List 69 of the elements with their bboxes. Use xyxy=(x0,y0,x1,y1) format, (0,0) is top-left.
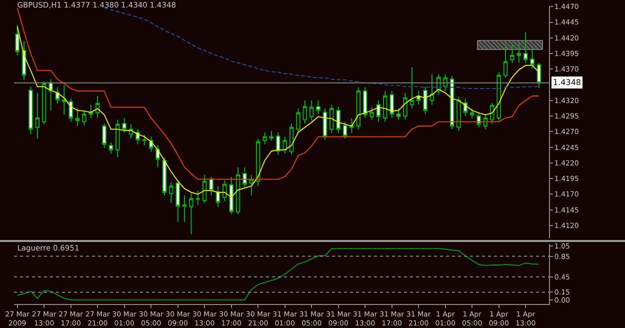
candlestick xyxy=(209,176,214,196)
candlestick xyxy=(156,144,160,168)
candlestick xyxy=(75,108,80,127)
candlestick xyxy=(470,108,474,118)
candlestick xyxy=(276,132,280,156)
line-series xyxy=(16,7,540,180)
candlestick xyxy=(122,117,126,134)
candlestick xyxy=(356,86,361,130)
candlestick xyxy=(503,44,508,78)
candlestick xyxy=(222,180,227,202)
candlestick xyxy=(282,136,287,154)
candlestick xyxy=(196,190,200,206)
candlestick xyxy=(216,186,220,208)
candlestick xyxy=(82,110,86,126)
candlestick xyxy=(490,102,494,124)
candlestick xyxy=(262,132,267,145)
candlestick xyxy=(516,42,522,64)
candlestick xyxy=(476,112,481,128)
candlestick xyxy=(336,106,340,134)
candlestick xyxy=(309,100,314,121)
candlestick xyxy=(430,74,434,106)
candlestick xyxy=(330,104,334,134)
candlestick xyxy=(410,66,414,110)
candlestick xyxy=(403,92,408,120)
candlestick xyxy=(88,104,94,118)
candlestick xyxy=(108,142,114,154)
line-series xyxy=(104,7,540,90)
candlestick xyxy=(302,100,308,124)
candlestick xyxy=(383,90,388,122)
candlestick xyxy=(162,156,167,196)
candlestick xyxy=(370,106,374,120)
candlestick xyxy=(42,81,46,125)
candlestick xyxy=(390,90,394,118)
candlestick xyxy=(523,32,528,64)
candlestick xyxy=(396,108,401,120)
candlestick xyxy=(496,72,501,121)
candlestick xyxy=(350,117,354,134)
candlestick xyxy=(176,180,180,222)
candlestick xyxy=(456,96,461,132)
candlestick xyxy=(142,134,147,146)
candlestick xyxy=(269,130,274,141)
candlestick xyxy=(102,123,106,148)
candlestick xyxy=(316,100,320,115)
candlestick xyxy=(169,182,174,204)
candlestick xyxy=(48,78,53,111)
candlestick xyxy=(189,193,194,235)
candlestick xyxy=(296,108,300,134)
candlestick xyxy=(68,98,73,122)
candlestick xyxy=(182,194,187,222)
candlestick xyxy=(362,86,368,118)
candlestick xyxy=(423,86,428,115)
line-series xyxy=(16,26,540,198)
candlestick xyxy=(15,24,20,56)
ref-line-label: 1.4348 xyxy=(553,78,581,87)
candlestick xyxy=(510,44,514,64)
candlestick xyxy=(249,174,254,196)
candlestick xyxy=(116,119,120,158)
candlestick xyxy=(28,86,33,135)
candlestick xyxy=(463,98,468,117)
candlestick xyxy=(62,84,66,116)
candlestick xyxy=(95,96,100,118)
candlestick xyxy=(229,176,234,215)
candlestick xyxy=(376,100,381,122)
candlestick xyxy=(530,48,534,70)
candlestick xyxy=(202,174,207,204)
candlestick xyxy=(242,166,247,188)
candlestick xyxy=(136,128,140,145)
candlestick xyxy=(443,74,448,92)
candlestick xyxy=(35,92,40,140)
